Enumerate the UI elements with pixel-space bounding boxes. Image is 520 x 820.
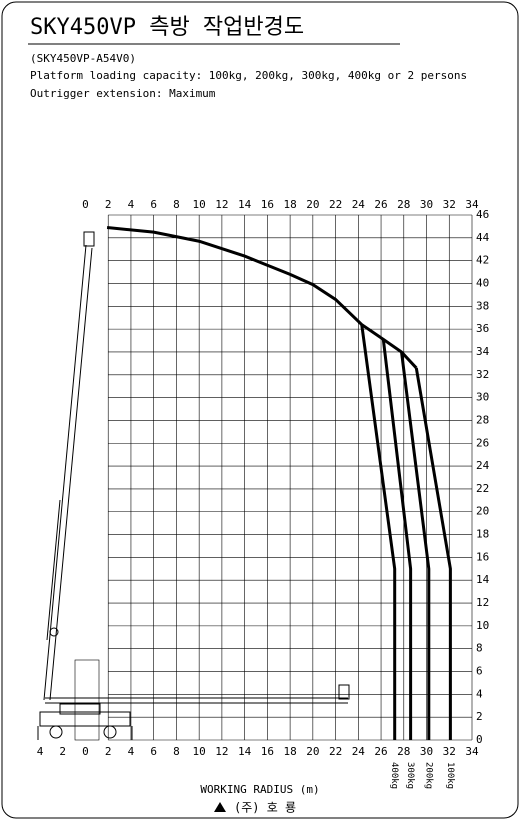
x-tick-label: 2 [105, 745, 112, 758]
subtitle: Outrigger extension: Maximum [30, 87, 216, 100]
y-tick-label: 24 [476, 459, 490, 472]
chart-title: SKY450VP 측방 작업반경도 [30, 15, 304, 40]
series-line [360, 324, 397, 740]
x2-tick-label: 0 [82, 198, 89, 211]
y-tick-label: 38 [476, 299, 489, 312]
x-tick-label: 32 [443, 745, 456, 758]
y-tick-label: 22 [476, 482, 489, 495]
y-tick-label: 42 [476, 254, 489, 267]
y-tick-label: 16 [476, 550, 489, 563]
y-tick-label: 36 [476, 322, 489, 335]
x2-tick-label: 30 [420, 198, 433, 211]
y-tick-label: 46 [476, 208, 489, 221]
y-tick-label: 28 [476, 413, 489, 426]
x-tick-label: 26 [374, 745, 387, 758]
series-line [400, 351, 431, 740]
subtitle: Platform loading capacity: 100kg, 200kg,… [30, 69, 467, 82]
series-label: 300kg [405, 762, 415, 789]
x-tick-label: 4 [37, 745, 44, 758]
crane-drawing [37, 231, 350, 741]
x-tick-label: 30 [420, 745, 433, 758]
subtitle: (SKY450VP-A54V0) [30, 52, 136, 65]
series-line [106, 226, 418, 369]
x2-tick-label: 6 [150, 198, 157, 211]
y-tick-label: 20 [476, 505, 489, 518]
series-label: 100kg [445, 762, 455, 789]
x-tick-label: 6 [150, 745, 157, 758]
y-tick-label: 14 [476, 573, 490, 586]
series-label: 400kg [389, 762, 399, 789]
x2-tick-label: 10 [193, 198, 206, 211]
x2-tick-label: 14 [238, 198, 252, 211]
series-line [381, 339, 413, 740]
series-label: 200kg [423, 762, 433, 789]
x-tick-label: 4 [128, 745, 135, 758]
x2-tick-label: 18 [283, 198, 296, 211]
footer: (주) 호 룡 [234, 801, 296, 815]
x2-tick-label: 2 [105, 198, 112, 211]
x2-tick-label: 8 [173, 198, 180, 211]
x-tick-label: 8 [173, 745, 180, 758]
x-tick-label: 0 [82, 745, 89, 758]
x-tick-label: 24 [352, 745, 366, 758]
x2-tick-label: 34 [465, 198, 479, 211]
y-tick-label: 34 [476, 345, 490, 358]
y-tick-label: 10 [476, 619, 489, 632]
y-tick-label: 6 [476, 665, 483, 678]
series-line [414, 367, 452, 740]
x-tick-label: 16 [261, 745, 274, 758]
footer-icon [214, 802, 226, 812]
y-tick-label: 0 [476, 733, 483, 746]
y-tick-label: 12 [476, 596, 489, 609]
x-tick-label: 10 [193, 745, 206, 758]
x2-tick-label: 28 [397, 198, 410, 211]
x-tick-label: 18 [283, 745, 296, 758]
y-tick-label: 30 [476, 391, 489, 404]
y-tick-label: 8 [476, 642, 483, 655]
x2-tick-label: 16 [261, 198, 274, 211]
y-tick-label: 44 [476, 231, 490, 244]
y-tick-label: 18 [476, 528, 489, 541]
x2-tick-label: 26 [374, 198, 387, 211]
x-tick-label: 22 [329, 745, 342, 758]
x-tick-label: 28 [397, 745, 410, 758]
x2-tick-label: 12 [215, 198, 228, 211]
y-tick-label: 32 [476, 368, 489, 381]
x2-tick-label: 20 [306, 198, 319, 211]
x-tick-label: 14 [238, 745, 252, 758]
x2-tick-label: 22 [329, 198, 342, 211]
x-axis-label: WORKING RADIUS (m) [200, 783, 319, 796]
x2-tick-label: 24 [352, 198, 366, 211]
y-tick-label: 40 [476, 276, 489, 289]
y-tick-label: 2 [476, 710, 483, 723]
x2-tick-label: 32 [443, 198, 456, 211]
x-tick-label: 20 [306, 745, 319, 758]
x2-tick-label: 4 [128, 198, 135, 211]
x-tick-label: 34 [465, 745, 479, 758]
y-tick-label: 4 [476, 687, 483, 700]
x-tick-label: 2 [59, 745, 66, 758]
x-tick-label: 12 [215, 745, 228, 758]
y-tick-label: 26 [476, 436, 489, 449]
